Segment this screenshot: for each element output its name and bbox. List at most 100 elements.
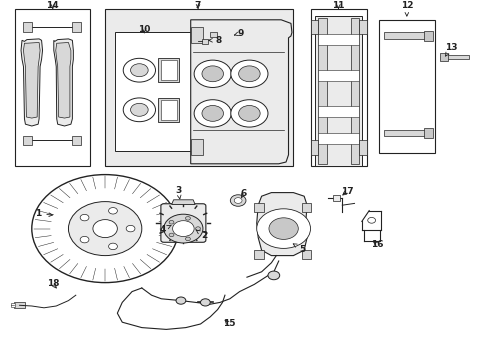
FancyBboxPatch shape	[161, 204, 205, 242]
Bar	[158, 98, 179, 122]
Text: 17: 17	[340, 187, 353, 196]
Bar	[332, 195, 340, 201]
Circle shape	[163, 214, 203, 243]
Bar	[424, 31, 432, 41]
Bar	[439, 53, 447, 61]
Circle shape	[230, 60, 267, 87]
Circle shape	[185, 237, 190, 241]
Circle shape	[230, 100, 267, 127]
Circle shape	[130, 64, 148, 77]
Bar	[442, 55, 468, 59]
Text: 4: 4	[159, 225, 171, 234]
Bar	[317, 106, 359, 117]
Bar	[301, 203, 311, 212]
Bar	[14, 302, 25, 308]
Bar	[254, 203, 264, 212]
Bar	[383, 32, 427, 39]
Circle shape	[267, 271, 279, 280]
Bar	[310, 140, 317, 155]
Polygon shape	[190, 20, 291, 164]
Circle shape	[126, 225, 135, 232]
Bar	[158, 58, 179, 82]
Circle shape	[238, 105, 260, 121]
Polygon shape	[54, 39, 73, 126]
Text: 7: 7	[194, 1, 201, 9]
Circle shape	[234, 198, 242, 203]
Text: 1: 1	[35, 210, 52, 218]
Circle shape	[194, 100, 231, 127]
Bar	[23, 136, 32, 145]
Polygon shape	[171, 200, 195, 204]
Bar	[161, 100, 176, 120]
Bar	[105, 9, 293, 166]
Circle shape	[169, 233, 174, 237]
Bar	[378, 20, 434, 153]
Bar	[254, 250, 264, 259]
Text: 11: 11	[331, 1, 344, 9]
Circle shape	[32, 175, 178, 283]
Text: 13: 13	[444, 43, 456, 56]
Circle shape	[123, 58, 155, 82]
Bar	[11, 303, 15, 307]
Polygon shape	[23, 42, 40, 118]
Text: 10: 10	[138, 25, 150, 34]
Circle shape	[108, 208, 117, 214]
Text: 12: 12	[400, 1, 412, 16]
Text: 8: 8	[208, 36, 221, 45]
Bar	[15, 9, 90, 166]
Bar	[161, 60, 176, 80]
Bar	[350, 18, 359, 164]
Polygon shape	[56, 42, 71, 118]
Bar	[301, 250, 311, 259]
Bar	[190, 139, 203, 155]
Bar	[383, 130, 427, 136]
Circle shape	[80, 214, 89, 221]
Bar	[210, 32, 217, 37]
Circle shape	[238, 66, 260, 82]
Circle shape	[268, 218, 298, 239]
Circle shape	[230, 195, 245, 206]
Text: 9: 9	[234, 29, 244, 37]
Bar	[315, 16, 361, 166]
Circle shape	[169, 220, 174, 224]
Circle shape	[80, 237, 89, 243]
Circle shape	[202, 66, 223, 82]
Bar	[202, 39, 207, 44]
Circle shape	[194, 60, 231, 87]
Bar	[72, 136, 81, 145]
Circle shape	[202, 105, 223, 121]
Text: 5: 5	[293, 244, 305, 253]
Text: 3: 3	[175, 186, 181, 199]
Text: 15: 15	[222, 320, 235, 328]
Text: 18: 18	[46, 279, 59, 288]
Circle shape	[93, 220, 117, 238]
Bar	[115, 32, 190, 151]
Circle shape	[185, 216, 190, 220]
Bar	[317, 18, 326, 164]
Polygon shape	[256, 193, 306, 256]
Bar	[359, 20, 366, 34]
Text: 14: 14	[46, 1, 59, 9]
Circle shape	[200, 299, 210, 306]
Bar	[424, 128, 432, 138]
Circle shape	[256, 209, 310, 248]
Text: 16: 16	[370, 240, 383, 249]
Polygon shape	[21, 39, 42, 126]
Bar	[359, 140, 366, 155]
Text: 2: 2	[196, 230, 207, 240]
Bar	[310, 9, 366, 166]
Bar	[317, 70, 359, 81]
Circle shape	[130, 103, 148, 116]
Circle shape	[108, 243, 117, 249]
Bar	[72, 22, 81, 32]
Circle shape	[172, 221, 194, 237]
Circle shape	[176, 297, 185, 304]
Circle shape	[68, 202, 142, 256]
Bar	[190, 27, 203, 43]
Bar	[23, 22, 32, 32]
Bar	[317, 34, 359, 45]
Text: 6: 6	[240, 189, 246, 198]
Bar	[310, 20, 317, 34]
Circle shape	[123, 98, 155, 122]
Bar	[317, 133, 359, 144]
